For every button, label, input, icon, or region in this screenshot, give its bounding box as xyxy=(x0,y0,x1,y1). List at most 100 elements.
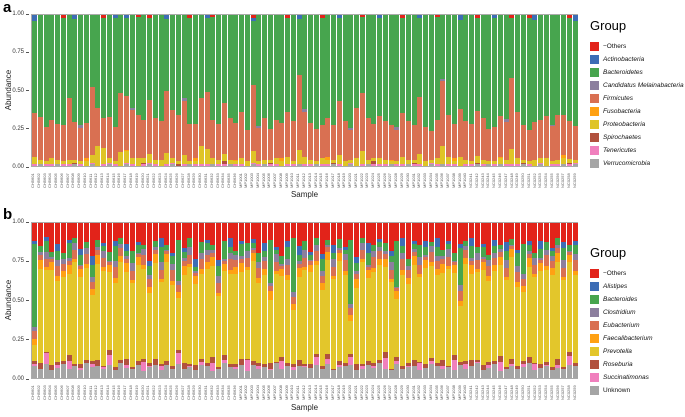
bar-segment xyxy=(170,162,176,165)
bar-segment xyxy=(388,159,394,162)
stacked-bar xyxy=(49,223,55,378)
bar-segment xyxy=(55,159,61,165)
bar-segment xyxy=(428,223,434,242)
bar-segment xyxy=(89,364,95,368)
bar-segment xyxy=(543,255,549,266)
bar-segment xyxy=(313,164,319,166)
bar-segment xyxy=(181,258,187,262)
y-tick-mark xyxy=(26,13,29,15)
bar-segment xyxy=(267,162,273,165)
bar-segment xyxy=(101,147,107,165)
bar-segment xyxy=(336,223,342,239)
bar-segment xyxy=(187,161,193,165)
x-tick-label: CH5618 xyxy=(129,385,134,400)
bar-segment xyxy=(342,275,348,364)
bar-segment xyxy=(405,259,411,266)
bar-segment xyxy=(382,164,388,166)
bar-segment xyxy=(55,364,61,368)
bar-segment xyxy=(244,130,250,162)
bar-segment xyxy=(371,158,377,162)
bar-segment xyxy=(118,248,124,256)
y-tick-mark xyxy=(26,166,29,168)
x-axis-labels-a: CH5601 CH5602 CH5603 CH5604 CH5605 CH5606 CH56… xyxy=(31,169,578,188)
bar-segment xyxy=(365,159,371,165)
bar-segment xyxy=(152,164,158,166)
bar-segment xyxy=(428,159,434,163)
stacked-bar xyxy=(290,223,296,378)
bar-segment xyxy=(193,266,199,272)
bar-segment xyxy=(210,223,216,246)
bar-segment xyxy=(129,250,135,264)
legend-swatch xyxy=(590,282,599,291)
bar-segment xyxy=(32,361,38,365)
bar-segment xyxy=(164,19,170,92)
bar-segment xyxy=(106,158,112,163)
bar-segment xyxy=(106,164,112,166)
bar-segment xyxy=(492,18,498,127)
bar-segment xyxy=(359,250,365,260)
x-tick-label: CH5623 xyxy=(157,173,162,188)
bar-segment xyxy=(124,251,130,256)
bar-segment xyxy=(497,244,503,250)
bar-segment xyxy=(170,109,176,159)
bar-segment xyxy=(112,161,118,165)
bar-segment xyxy=(112,126,118,162)
bar-segment xyxy=(164,254,170,263)
bar-segment xyxy=(66,369,72,378)
bar-segment xyxy=(118,237,124,244)
stacked-bar xyxy=(193,15,199,166)
bar-segment xyxy=(457,19,463,109)
bar-segment xyxy=(440,223,446,251)
bar-segment xyxy=(572,270,578,276)
bar-segment xyxy=(273,15,279,120)
bar-segment xyxy=(72,364,78,366)
bar-segment xyxy=(198,364,204,378)
bar-segment xyxy=(101,270,107,366)
stacked-bar xyxy=(227,15,233,166)
bar-segment xyxy=(60,125,66,162)
bar-segment xyxy=(152,254,158,264)
bar-segment xyxy=(348,128,354,130)
bar-segment xyxy=(273,273,279,362)
bar-segment xyxy=(55,367,61,378)
bar-segment xyxy=(365,360,371,366)
bar-segment xyxy=(457,290,463,302)
bar-segment xyxy=(78,128,84,162)
bar-segment xyxy=(210,249,216,253)
bar-segment xyxy=(221,223,227,242)
bar-segment xyxy=(66,260,72,265)
bar-segment xyxy=(66,164,72,166)
x-tick-label: MP1016 xyxy=(325,173,330,188)
bar-segment xyxy=(520,162,526,165)
bar-segment xyxy=(474,17,480,111)
bar-segment xyxy=(549,251,555,256)
bar-segment xyxy=(204,254,210,263)
bar-segment xyxy=(440,365,446,369)
legend-title-b: Group xyxy=(590,245,627,260)
bar-segment xyxy=(538,270,544,364)
y-tick-mark xyxy=(26,128,29,130)
bar-segment xyxy=(216,367,222,369)
bar-segment xyxy=(319,368,325,378)
bar-segment xyxy=(388,161,394,165)
x-tick-label: MP1017 xyxy=(330,173,335,188)
bar-segment xyxy=(112,164,118,166)
x-tick-label: MP1012 xyxy=(301,173,306,188)
bar-segment xyxy=(37,246,43,253)
bar-segment xyxy=(526,363,532,378)
bar-segment xyxy=(32,241,38,245)
bar-segment xyxy=(193,158,199,162)
bar-segment xyxy=(118,15,124,93)
stacked-bar xyxy=(216,223,222,378)
bar-segment xyxy=(66,264,72,274)
bar-segment xyxy=(382,242,388,252)
bar-segment xyxy=(262,118,268,160)
bar-segment xyxy=(480,365,486,370)
bar-segment xyxy=(411,223,417,242)
stacked-bar xyxy=(256,223,262,378)
bar-segment xyxy=(49,369,55,378)
bar-segment xyxy=(124,96,130,150)
bar-segment xyxy=(566,17,572,122)
bar-segment xyxy=(210,16,216,121)
stacked-bar xyxy=(164,15,170,166)
